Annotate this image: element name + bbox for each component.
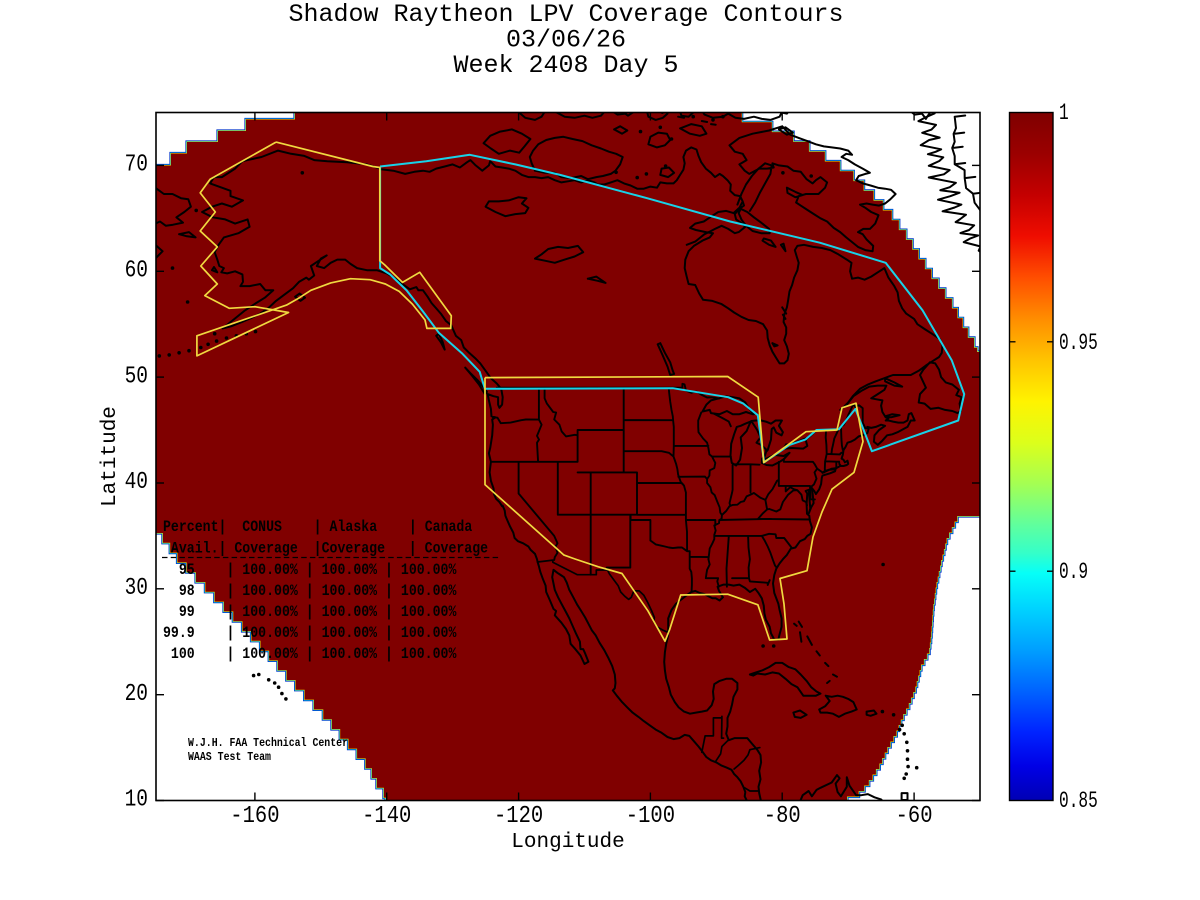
svg-text:99 | 100.00% | 100.00% | 10: 99 | 100.00% | 100.00% | 100.00% <box>163 603 457 621</box>
svg-text:30: 30 <box>125 575 148 602</box>
svg-text:100 | 100.00% | 100.00% | 1: 100 | 100.00% | 100.00% | 100.00% <box>163 645 457 663</box>
svg-text:0.85: 0.85 <box>1059 788 1098 814</box>
svg-text:1: 1 <box>1059 100 1069 126</box>
svg-text:-60: -60 <box>896 803 933 830</box>
svg-text:99.9 | 100.00% | 100.00% |: 99.9 | 100.00% | 100.00% | 100.00% <box>163 624 457 642</box>
svg-text:Week 2408 Day 5: Week 2408 Day 5 <box>453 51 678 80</box>
svg-text:Avail.| Coverage |Coverage: Avail.| Coverage |Coverage | Coverage <box>163 540 488 558</box>
svg-text:-160: -160 <box>230 803 279 830</box>
svg-text:0.95: 0.95 <box>1059 330 1098 356</box>
svg-text:50: 50 <box>125 363 148 390</box>
svg-text:Percent| CONUS | Alaska: Percent| CONUS | Alaska | Canada <box>163 518 472 536</box>
svg-text:-120: -120 <box>494 803 543 830</box>
svg-text:WAAS Test Team: WAAS Test Team <box>188 750 271 764</box>
svg-text:98 | 100.00% | 100.00% | 10: 98 | 100.00% | 100.00% | 100.00% <box>163 582 457 600</box>
svg-text:03/06/26: 03/06/26 <box>506 26 626 55</box>
svg-text:-80: -80 <box>764 803 801 830</box>
svg-text:-100: -100 <box>626 803 675 830</box>
svg-text:0.9: 0.9 <box>1059 559 1088 585</box>
svg-text:Latitude: Latitude <box>99 406 122 507</box>
svg-text:70: 70 <box>125 152 148 179</box>
svg-text:10: 10 <box>125 787 148 814</box>
svg-text:Longitude: Longitude <box>511 831 624 854</box>
svg-text:Shadow Raytheon LPV Coverage C: Shadow Raytheon LPV Coverage Contours <box>288 0 843 29</box>
svg-text:W.J.H. FAA Technical Center: W.J.H. FAA Technical Center <box>188 736 348 750</box>
svg-text:40: 40 <box>125 469 148 496</box>
svg-text:20: 20 <box>125 681 148 708</box>
svg-text:60: 60 <box>125 258 148 285</box>
svg-text:95 | 100.00% | 100.00% | 10: 95 | 100.00% | 100.00% | 100.00% <box>163 561 457 579</box>
svg-text:-140: -140 <box>362 803 411 830</box>
